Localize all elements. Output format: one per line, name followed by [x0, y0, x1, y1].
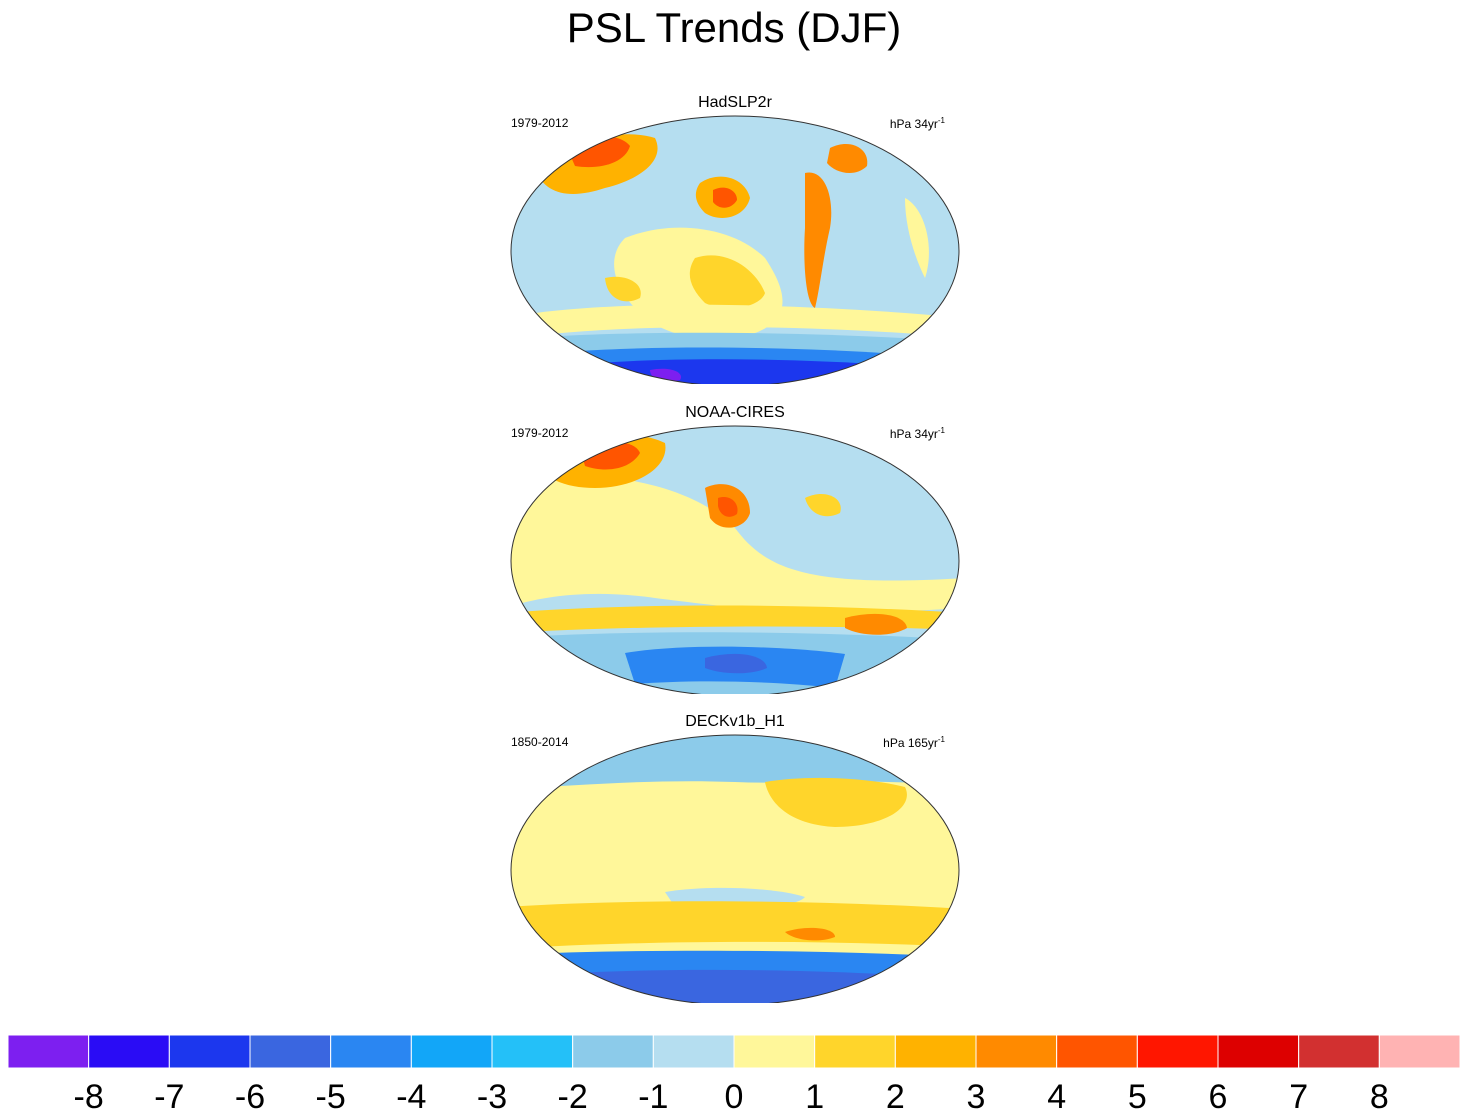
colorbar-tick-label: 0	[725, 1078, 744, 1116]
colorbar-tick-label: 4	[1047, 1078, 1066, 1116]
trend-field-positive	[511, 304, 959, 340]
panel-title: NOAA-CIRES	[685, 404, 785, 421]
colorbar-swatch	[168, 1034, 251, 1069]
trend-field-positive	[511, 474, 959, 613]
panel-period: 1979-2012	[511, 116, 569, 130]
colorbar: -8 -7 -6 -5 -4 -3 -2 -1 0 1 2 3 4 5 6 7 8	[7, 1034, 1461, 1116]
colorbar-tick-label: 7	[1289, 1078, 1308, 1116]
trend-field-positive	[511, 901, 959, 949]
colorbar-swatch	[1378, 1034, 1461, 1069]
map-hadslp2r	[510, 115, 960, 384]
trend-field-positive	[827, 144, 868, 174]
colorbar-swatch	[1298, 1034, 1380, 1069]
trend-field-positive	[689, 255, 765, 309]
colorbar-tick-label: -8	[74, 1078, 104, 1116]
map-noaa-cires	[510, 425, 960, 694]
map-panel-deckv1b-h1: DECKv1b_H1 1850-2014 hPa 165yr-1	[505, 713, 965, 1003]
panel-period: 1850-2014	[511, 735, 569, 749]
colorbar-tick-label: 3	[967, 1078, 986, 1116]
colorbar-tick-label: 2	[886, 1078, 905, 1116]
trend-field-negative	[565, 359, 905, 384]
colorbar-tick-label: -1	[638, 1078, 668, 1116]
panel-units: hPa 34yr-1	[889, 426, 945, 441]
map-deckv1b-h1	[510, 734, 960, 1003]
colorbar-swatch	[733, 1034, 816, 1069]
colorbar-tick-label: -2	[558, 1078, 588, 1116]
trend-field-positive	[765, 777, 907, 827]
colorbar-tick-label: 5	[1128, 1078, 1147, 1116]
colorbar-tick-label: -5	[316, 1078, 346, 1116]
page-title: PSL Trends (DJF)	[566, 4, 902, 51]
map-panel-hadslp2r: HadSLP2r 1979-2012 hPa 34yr-1	[505, 94, 965, 384]
trend-field-positive	[804, 172, 832, 308]
panel-period: 1979-2012	[511, 426, 569, 440]
colorbar-tick-label: 1	[805, 1078, 824, 1116]
map-border	[510, 734, 960, 1003]
colorbar-swatch	[7, 1034, 90, 1069]
trend-field-positive	[845, 613, 907, 635]
colorbar-tick-label: 6	[1209, 1078, 1228, 1116]
colorbar-swatch	[88, 1034, 170, 1069]
colorbar-tick-label: -7	[154, 1078, 184, 1116]
colorbar-swatch	[1056, 1034, 1138, 1069]
trend-field-negative	[705, 653, 767, 674]
map-border	[510, 425, 960, 694]
trend-field-positive	[805, 493, 841, 517]
colorbar-swatch	[975, 1034, 1058, 1069]
colorbar-swatch	[652, 1034, 735, 1069]
colorbar-swatch	[491, 1034, 574, 1069]
panel-title: DECKv1b_H1	[685, 713, 785, 730]
colorbar-swatch	[410, 1034, 493, 1069]
map-border	[510, 115, 960, 384]
panel-units: hPa 165yr-1	[883, 735, 945, 750]
trend-field-positive	[905, 198, 929, 278]
panel-title: HadSLP2r	[698, 94, 772, 111]
colorbar-swatch	[249, 1034, 332, 1069]
trend-field-positive	[713, 187, 737, 208]
colorbar-tick-label: -4	[396, 1078, 426, 1116]
trend-field-positive	[605, 276, 641, 302]
trend-field-negative	[545, 969, 925, 1003]
panel-units: hPa 34yr-1	[889, 116, 945, 131]
colorbar-swatch	[1217, 1034, 1300, 1069]
colorbar-swatch	[1136, 1034, 1219, 1069]
colorbar-tick-label: 8	[1370, 1078, 1389, 1116]
colorbar-tick-label: -3	[477, 1078, 507, 1116]
colorbar-swatch	[894, 1034, 977, 1069]
colorbar-swatch	[330, 1034, 412, 1069]
trend-field-negative	[511, 735, 959, 789]
colorbar-swatch	[572, 1034, 654, 1069]
map-panel-noaa-cires: NOAA-CIRES 1979-2012 hPa 34yr-1	[505, 404, 965, 694]
colorbar-swatch	[814, 1034, 896, 1069]
colorbar-tick-label: -6	[235, 1078, 265, 1116]
trend-field-positive	[785, 927, 835, 941]
trend-field-positive	[718, 497, 738, 517]
